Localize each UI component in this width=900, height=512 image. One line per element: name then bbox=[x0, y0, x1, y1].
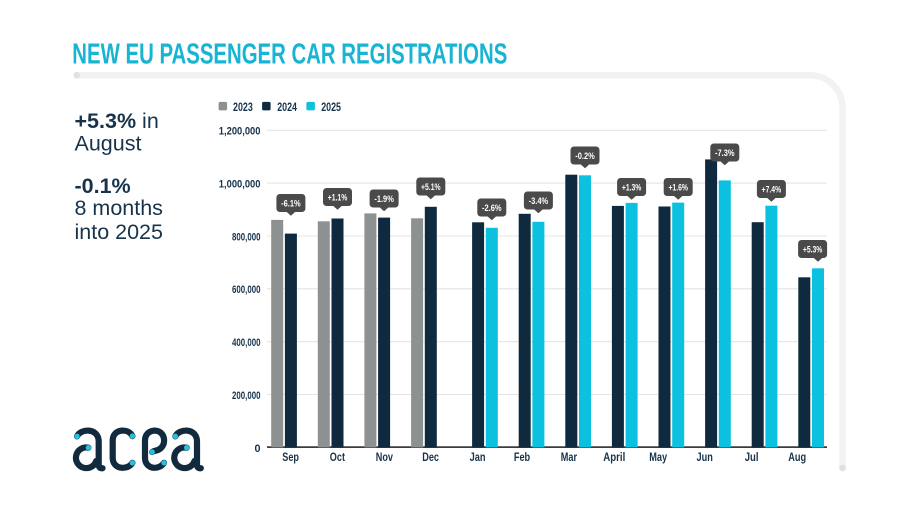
svg-text:+1.6%: +1.6% bbox=[668, 182, 688, 192]
svg-text:Aug: Aug bbox=[788, 450, 806, 464]
svg-text:-2.6%: -2.6% bbox=[482, 203, 502, 213]
svg-text:+5.3%: +5.3% bbox=[803, 244, 823, 254]
svg-text:August: August bbox=[75, 132, 142, 156]
svg-text:Jun: Jun bbox=[697, 450, 713, 464]
svg-text:+5.3% in: +5.3% in bbox=[75, 109, 159, 133]
svg-text:-7.3%: -7.3% bbox=[715, 148, 735, 158]
svg-text:Jan: Jan bbox=[470, 450, 486, 464]
svg-text:Oct: Oct bbox=[330, 450, 345, 464]
svg-text:-6.1%: -6.1% bbox=[281, 198, 301, 208]
svg-text:200,000: 200,000 bbox=[232, 390, 261, 402]
svg-text:Dec: Dec bbox=[422, 450, 439, 464]
svg-text:NEW EU PASSENGER CAR REGISTRAT: NEW EU PASSENGER CAR REGISTRATIONS bbox=[72, 39, 507, 71]
svg-text:-3.4%: -3.4% bbox=[529, 196, 549, 206]
svg-text:Nov: Nov bbox=[376, 450, 393, 464]
svg-text:April: April bbox=[603, 450, 625, 464]
svg-text:-0.1%: -0.1% bbox=[75, 174, 131, 198]
svg-text:1,000,000: 1,000,000 bbox=[219, 179, 261, 191]
svg-text:into 2025: into 2025 bbox=[75, 220, 164, 244]
svg-text:2025: 2025 bbox=[321, 100, 341, 114]
svg-text:-0.2%: -0.2% bbox=[575, 151, 595, 161]
svg-text:1,200,000: 1,200,000 bbox=[219, 126, 261, 138]
svg-text:0: 0 bbox=[254, 443, 260, 455]
svg-text:+1.1%: +1.1% bbox=[328, 192, 348, 202]
svg-text:+7.4%: +7.4% bbox=[762, 184, 782, 194]
svg-text:May: May bbox=[649, 450, 667, 464]
svg-text:400,000: 400,000 bbox=[232, 337, 261, 349]
svg-text:Feb: Feb bbox=[514, 450, 530, 464]
svg-text:-1.9%: -1.9% bbox=[374, 194, 394, 204]
svg-text:+1.3%: +1.3% bbox=[622, 182, 642, 192]
svg-text:Sep: Sep bbox=[282, 450, 299, 464]
svg-text:2024: 2024 bbox=[277, 100, 297, 114]
svg-text:800,000: 800,000 bbox=[232, 231, 261, 243]
svg-text:Jul: Jul bbox=[745, 450, 759, 464]
svg-text:2023: 2023 bbox=[233, 100, 253, 114]
svg-text:600,000: 600,000 bbox=[232, 284, 261, 296]
svg-text:Mar: Mar bbox=[561, 450, 578, 464]
svg-text:+5.1%: +5.1% bbox=[421, 182, 441, 192]
svg-text:8 months: 8 months bbox=[75, 196, 163, 220]
